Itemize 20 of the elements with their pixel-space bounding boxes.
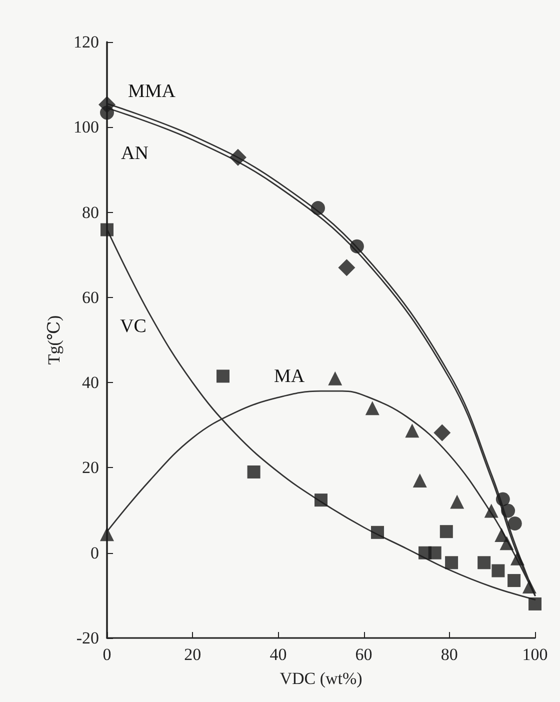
x-tick-label: 0 — [102, 645, 112, 664]
x-tick-label: 60 — [355, 645, 372, 664]
y-tick-label: -20 — [76, 628, 99, 648]
y-axis-title: Tg(℃) — [44, 315, 64, 365]
x-tick-label: 80 — [440, 645, 458, 664]
y-tick-label: 0 — [90, 543, 99, 562]
y-tick-label: 80 — [82, 202, 99, 222]
x-axis-title: VDC (wt%) — [280, 669, 362, 688]
y-tick-label: 60 — [82, 288, 99, 307]
annotation: MA — [274, 366, 305, 387]
x-tick-label: 40 — [270, 645, 287, 664]
y-tick-label: 100 — [74, 118, 99, 137]
y-tick-label: 40 — [82, 373, 99, 392]
y-tick-label: 120 — [74, 32, 99, 52]
y-tick-label: 20 — [82, 458, 99, 478]
x-tick-label: 100 — [522, 645, 548, 664]
x-tick-label: 20 — [184, 645, 202, 664]
annotation: VC — [120, 316, 146, 337]
annotation: MMA — [128, 81, 176, 102]
annotation: AN — [121, 143, 149, 164]
